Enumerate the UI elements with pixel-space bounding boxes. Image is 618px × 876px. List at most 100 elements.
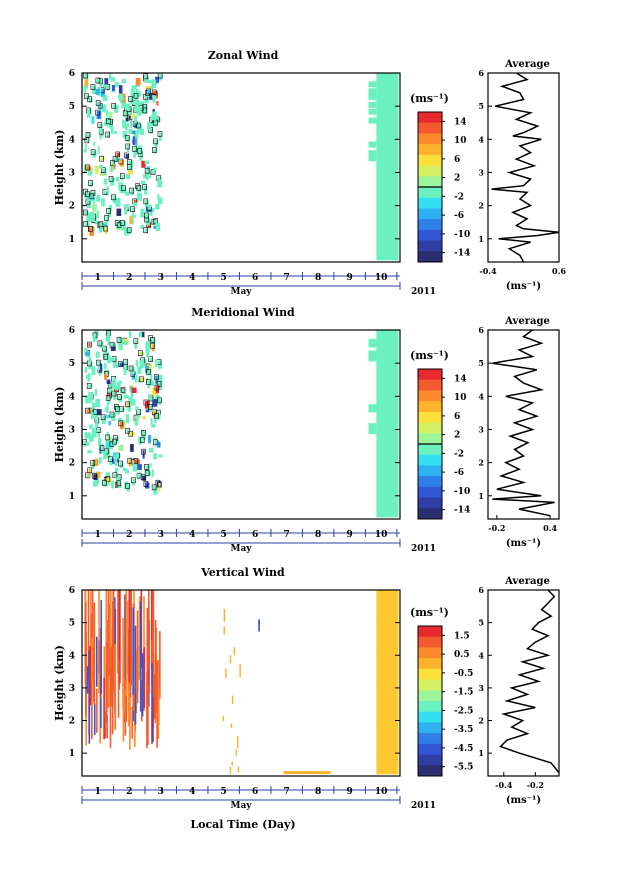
data-cell	[124, 481, 129, 490]
colorbar-tick-label: 1.5	[454, 631, 470, 641]
data-cell	[123, 366, 127, 375]
data-cell	[121, 174, 124, 181]
contour-line	[139, 437, 145, 443]
data-cell	[89, 424, 93, 429]
data-cell	[368, 428, 377, 435]
data-cell	[151, 590, 153, 669]
data-cell	[92, 150, 97, 158]
day-tick-label: 1	[95, 787, 101, 797]
contour-line	[89, 193, 95, 200]
y-tick-label: 1	[69, 492, 75, 502]
contour-line	[120, 173, 125, 179]
data-cell	[144, 187, 148, 195]
data-cell	[115, 197, 121, 207]
average-x-tick-label: 0.6	[552, 266, 566, 276]
contour-line	[141, 430, 146, 436]
data-cell	[128, 397, 134, 406]
data-cell	[88, 97, 93, 103]
data-cell	[104, 373, 107, 380]
y-tick-label: 6	[69, 586, 75, 596]
colorbar-bin	[418, 422, 442, 434]
average-y-tick-label: 1	[478, 748, 484, 758]
data-cell	[130, 130, 136, 135]
data-cell	[152, 697, 154, 742]
contour-line	[86, 383, 92, 389]
data-cell	[139, 601, 142, 712]
contour-line	[128, 365, 134, 372]
data-cell	[135, 415, 139, 422]
data-cell	[86, 109, 91, 118]
data-cell	[147, 122, 152, 131]
y-tick-label: 2	[69, 717, 75, 727]
data-cell	[157, 176, 162, 181]
data-cell	[95, 419, 98, 429]
data-cell	[115, 467, 119, 473]
colorbar-tick-label: 0.5	[454, 650, 470, 660]
average-title: Average	[504, 59, 550, 70]
data-cell	[84, 367, 88, 373]
data-cell	[143, 647, 146, 708]
data-cell	[125, 206, 130, 212]
data-cell	[84, 431, 88, 439]
contour-line	[105, 434, 110, 441]
y-tick-label: 5	[69, 619, 75, 629]
data-cell	[133, 152, 137, 158]
panel-2: Meridional Wind 1 2 3 4 5 6 Height (km) 1 2 3 4 5 6 7 8…	[53, 306, 560, 554]
data-cell	[105, 642, 108, 723]
day-tick-label: 9	[346, 787, 352, 797]
contour-line	[157, 131, 163, 137]
data-cell	[145, 217, 151, 225]
data-cell	[91, 429, 97, 438]
contour-line	[154, 384, 160, 391]
contour-line	[95, 100, 101, 106]
day-tick-label: 10	[375, 273, 388, 283]
data-cell	[230, 723, 233, 729]
data-cell	[131, 214, 136, 219]
data-cell	[110, 77, 116, 82]
contour-line	[136, 184, 142, 191]
data-cell	[96, 196, 99, 202]
data-cell	[105, 110, 109, 117]
colorbar-tick-label: -2	[454, 192, 464, 202]
data-cell	[87, 133, 91, 138]
data-cell	[88, 437, 93, 442]
data-cell	[158, 454, 163, 458]
contour-line	[115, 151, 120, 158]
data-cell	[137, 186, 142, 193]
data-cell	[123, 340, 128, 345]
data-cell	[152, 95, 156, 103]
data-cell	[117, 481, 122, 489]
data-cell	[113, 362, 118, 369]
data-cell	[146, 91, 150, 98]
y-tick-label: 2	[69, 202, 75, 212]
colorbar-unit: (ms⁻¹)	[410, 349, 449, 362]
data-block	[376, 330, 399, 518]
contour-line	[131, 477, 136, 484]
average-profile-line	[499, 589, 560, 774]
data-cell	[229, 655, 232, 664]
data-cell	[91, 402, 96, 411]
y-axis-label: Height (km)	[53, 387, 66, 463]
data-cell	[137, 366, 142, 374]
data-cell	[110, 590, 112, 670]
data-cell	[145, 214, 149, 220]
data-cell	[112, 104, 118, 109]
data-cell	[106, 186, 110, 193]
colorbar-bin	[418, 369, 442, 381]
data-cell	[100, 130, 104, 137]
data-cell	[85, 94, 88, 98]
data-cell	[125, 103, 131, 111]
data-cell	[153, 485, 158, 495]
contour-line	[135, 183, 140, 189]
data-cell	[102, 168, 107, 176]
colorbar-bin	[418, 711, 442, 723]
average-x-tick-label: -0.2	[527, 780, 544, 790]
contour-line	[117, 394, 122, 400]
y-tick-label: 3	[69, 168, 75, 178]
data-cell	[124, 191, 130, 196]
data-cell	[222, 715, 225, 722]
data-cell	[140, 208, 145, 218]
contour-line	[87, 96, 93, 103]
colorbar-tick-label: 2	[454, 431, 460, 441]
data-cell	[112, 600, 114, 708]
